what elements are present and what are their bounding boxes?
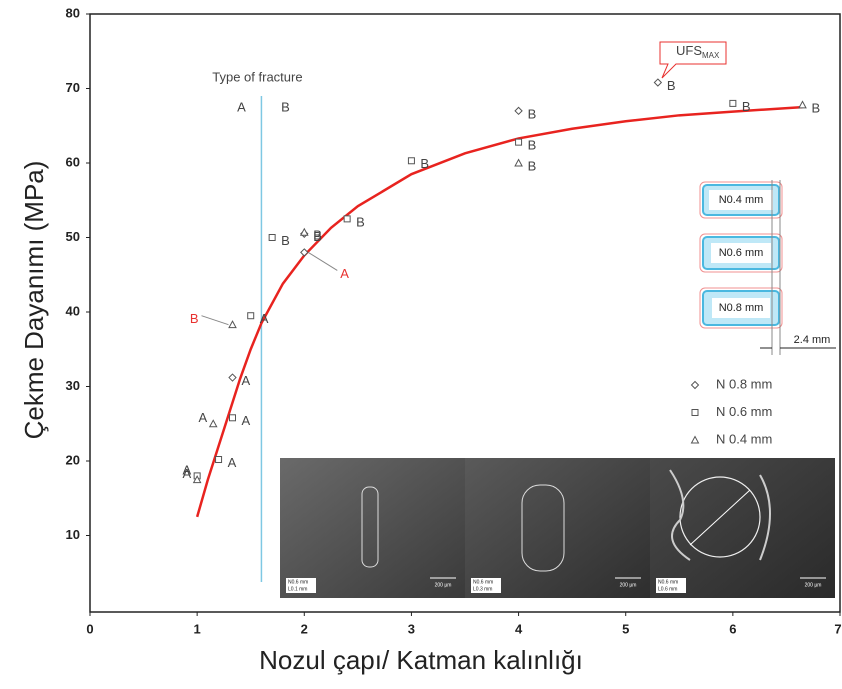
point-label: A [242, 373, 251, 388]
y-axis-label: Çekme Dayanımı (MPa) [19, 161, 49, 440]
point-label: B [420, 156, 429, 171]
x-tick-label: 0 [86, 621, 93, 636]
nozzle-diagram [700, 180, 836, 355]
panel-scale: 200 µm [620, 582, 637, 588]
x-tick-label: 1 [194, 621, 201, 636]
legend-marker [692, 382, 699, 389]
ufs-subscript: MAX [702, 51, 720, 60]
square-marker [230, 415, 236, 421]
chart: Nozul çapı/ Katman kalınlığı Çekme Dayan… [0, 0, 842, 684]
x-tick-label: 2 [301, 621, 308, 636]
panel-label: N0.6 mm [288, 579, 308, 585]
callout-line [202, 316, 229, 325]
point-label: A [228, 455, 237, 470]
triangle-marker [515, 160, 522, 167]
panel-scale: 200 µm [805, 582, 822, 588]
y-tick-label: 50 [66, 229, 80, 244]
x-tick-label: 4 [515, 621, 523, 636]
fracture-left: A [237, 99, 246, 114]
point-label: B [528, 106, 537, 121]
x-tick-label: 3 [408, 621, 415, 636]
panel-sub: L0.3 mm [473, 586, 492, 592]
legend-label: N 0.6 mm [716, 404, 772, 419]
legend-marker [692, 437, 699, 444]
diamond-marker [301, 249, 308, 256]
panel-label: N0.6 mm [658, 579, 678, 585]
square-marker [216, 457, 222, 463]
y-tick-label: 60 [66, 154, 80, 169]
point-label: A [182, 466, 191, 481]
panel-sub: L0.6 mm [658, 586, 677, 592]
ufs-text: UFS [676, 43, 702, 58]
nozzle-box-label: N0.8 mm [719, 302, 764, 314]
point-label: B [667, 78, 676, 93]
point-label: B [281, 233, 290, 248]
point-label: B [528, 138, 537, 153]
diamond-marker [515, 107, 522, 114]
y-tick-label: 70 [66, 80, 80, 95]
y-tick-label: 80 [66, 5, 80, 20]
point-label: A [242, 413, 251, 428]
point-label: B [528, 158, 537, 173]
point-label: A [199, 410, 208, 425]
triangle-marker [210, 420, 217, 427]
triangle-marker [229, 321, 236, 328]
nozzle-dimension: 2.4 mm [794, 334, 831, 346]
callout-line [308, 252, 337, 270]
x-tick-label: 7 [834, 621, 841, 636]
point-label: B [190, 311, 199, 326]
nozzle-box-label: N0.6 mm [719, 247, 764, 259]
triangle-marker [799, 101, 806, 108]
y-tick-label: 30 [66, 378, 80, 393]
point-label: A [260, 311, 269, 326]
legend-label: N 0.8 mm [716, 376, 772, 391]
legend-marker [692, 410, 698, 416]
panel-scale: 200 µm [435, 582, 452, 588]
point-label: A [340, 266, 349, 281]
point-label: B [742, 99, 751, 114]
legend-label: N 0.4 mm [716, 431, 772, 446]
diamond-marker [654, 79, 661, 86]
fracture-right: B [281, 99, 290, 114]
nozzle-box-label: N0.4 mm [719, 194, 764, 206]
y-tick-label: 20 [66, 452, 80, 467]
square-marker [516, 139, 522, 145]
point-label: B [313, 228, 322, 243]
x-axis-label: Nozul çapı/ Katman kalınlığı [259, 645, 583, 675]
x-tick-label: 5 [622, 621, 629, 636]
fracture-title: Type of fracture [212, 69, 302, 84]
point-label: B [812, 100, 821, 115]
square-marker [248, 313, 254, 319]
square-marker [730, 100, 736, 106]
point-label: B [356, 214, 365, 229]
panel-sub: L0.1 mm [288, 586, 307, 592]
panel-label: N0.6 mm [473, 579, 493, 585]
diamond-marker [229, 374, 236, 381]
square-marker [269, 235, 275, 241]
x-tick-label: 6 [729, 621, 736, 636]
y-tick-label: 10 [66, 527, 80, 542]
square-marker [408, 158, 414, 164]
sem-inset [280, 458, 835, 598]
square-marker [344, 216, 350, 222]
y-tick-label: 40 [66, 303, 80, 318]
